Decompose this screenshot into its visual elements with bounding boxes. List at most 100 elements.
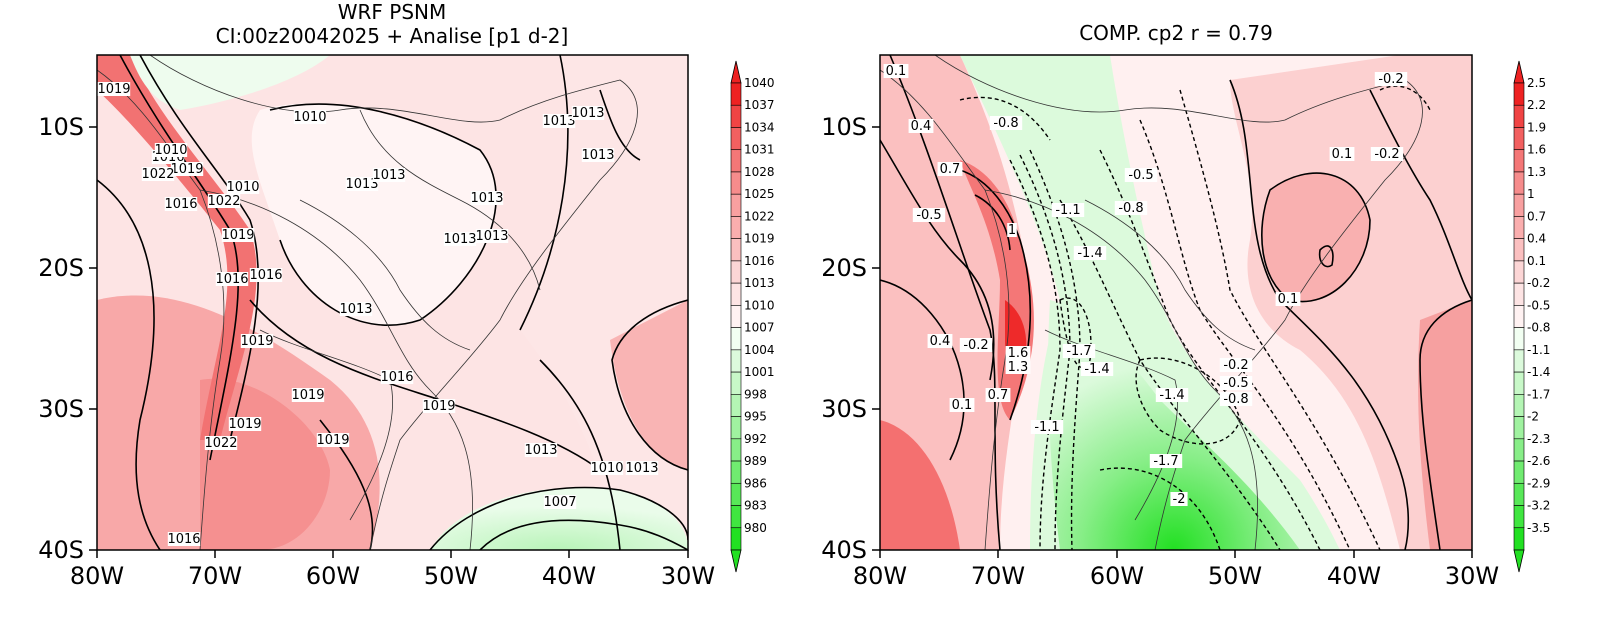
right-contour-label-bg [1219,376,1253,390]
right-contour-label: 1 [1008,223,1016,238]
right-contour-label-bg [1124,168,1158,182]
left-colorbar-swatch [730,149,742,173]
right-x-tick-70w: 70W [971,562,1025,590]
left-contour-label: 1013 [372,168,405,183]
left-contour-label-bg [226,180,260,194]
right-colorbar-label: 1.3 [1527,165,1546,179]
left-contour-label-bg [167,532,201,546]
right-contour-label-bg [927,334,953,348]
right-contour-label: 0.1 [1278,292,1299,307]
right-contour-label-bg [1080,362,1114,376]
right-contour-label-bg [1329,147,1355,161]
right-colorbar-label: -2 [1527,410,1539,424]
right-contour-label: -1.4 [1077,246,1102,261]
left-contour-label: 1013 [443,232,476,247]
left-contour-label: 1013 [571,106,604,121]
right-contour-label-bg [1114,201,1148,215]
left-contour-label-bg [345,177,379,191]
right-x-tick-50w: 50W [1208,562,1262,590]
left-contour-label-bg [293,110,327,124]
left-contour-label: 1022 [207,194,240,209]
right-contour-label-bg [912,208,946,222]
left-contour-label: 1019 [291,388,324,403]
left-contour-label: 1022 [204,436,237,451]
left-contour-label-bg [97,82,131,96]
right-colorbar-label: -1.7 [1527,387,1550,401]
left-contour-label: 1022 [141,167,174,182]
right-contour-label: -1.4 [1159,388,1184,403]
left-colorbar-label: 992 [744,432,767,446]
right-colorbar-swatch [1513,505,1525,529]
right-contour-label: 0.4 [930,334,951,349]
left-colorbar-swatch [730,127,742,151]
right-colorbar-swatch [1513,193,1525,217]
right-colorbar-label: 1.6 [1527,143,1546,157]
left-contour-label: 1007 [543,495,576,510]
right-contour-label: -0.2 [963,338,988,353]
left-colorbar-label: 1013 [744,276,775,290]
left-colorbar-label: 1034 [744,120,775,134]
left-contour-label: 1013 [475,229,508,244]
left-contour-label-bg [215,272,249,286]
right-contour-label: -0.8 [1118,201,1143,216]
right-y-tick-40s: 40S [821,536,867,564]
left-contour-label-bg [141,167,175,181]
left-colorbar-swatch [730,527,742,551]
left-contour-label: 1013 [625,461,658,476]
right-colorbar-swatch [1513,127,1525,151]
right-colorbar-swatch [1513,82,1525,106]
right-contour-label: -1.1 [1034,420,1059,435]
left-y-tick-40s: 40S [38,536,84,564]
left-contour-label: 1016 [249,268,282,283]
left-contour-label: 1013 [524,443,557,458]
left-colorbar-label: 1028 [744,165,775,179]
right-contour-label-bg [1155,388,1189,402]
left-colorbar-bottom-arrow [730,549,742,573]
left-colorbar-label: 995 [744,410,767,424]
left-contour-label-bg [249,268,283,282]
right-contour-label: 1.3 [1008,360,1029,375]
left-y-tick-20s: 20S [38,254,84,282]
left-contour-label: 1019 [316,433,349,448]
right-y-tick-30s: 30S [821,395,867,423]
left-colorbar-swatch [730,482,742,506]
right-colorbar-swatch [1513,282,1525,306]
left-contour-label-bg [422,399,456,413]
left-contour-label: 1013 [581,148,614,163]
right-contour-label-bg [1007,223,1017,237]
left-contour-label: 1019 [422,399,455,414]
left-colorbar-label: 1031 [744,143,775,157]
right-colorbar-swatch [1513,260,1525,284]
left-colorbar-label: 1016 [744,254,775,268]
left-contour-label-bg [240,334,274,348]
right-contour-label-bg [1170,492,1188,506]
right-colorbar-swatch [1513,149,1525,173]
right-contour-label-bg [985,388,1011,402]
right-colorbar-label: 1 [1527,187,1535,201]
right-x-tick-30w: 30W [1445,562,1499,590]
right-contour-label: -0.8 [993,116,1018,131]
right-colorbar-bottom-arrow [1513,549,1525,573]
right-contour-label-bg [1374,72,1408,86]
right-colorbar-swatch [1513,349,1525,373]
right-x-tick-80w: 80W [853,562,907,590]
left-colorbar-label: 1037 [744,98,775,112]
left-contour-label: 1013 [470,191,503,206]
left-contour-label-bg [581,148,615,162]
right-contour-label-bg [1149,454,1183,468]
right-contour-label: 0.1 [952,398,973,413]
left-map-field [97,55,688,550]
left-contour-label-bg [571,106,605,120]
left-colorbar-swatch [730,438,742,462]
left-colorbar-swatch [730,394,742,417]
right-colorbar-label: -0.8 [1527,321,1550,335]
left-contour-label-bg [542,114,576,128]
left-contour-label: 1019 [221,228,254,243]
right-contour-label-bg [1370,147,1404,161]
left-colorbar-label: 998 [744,387,767,401]
right-contour-label-bg [883,64,909,78]
left-colorbar-swatch [730,282,742,306]
right-colorbar-label: 0.4 [1527,232,1546,246]
left-contour-label-bg [470,191,504,205]
left-colorbar-label: 986 [744,476,767,490]
